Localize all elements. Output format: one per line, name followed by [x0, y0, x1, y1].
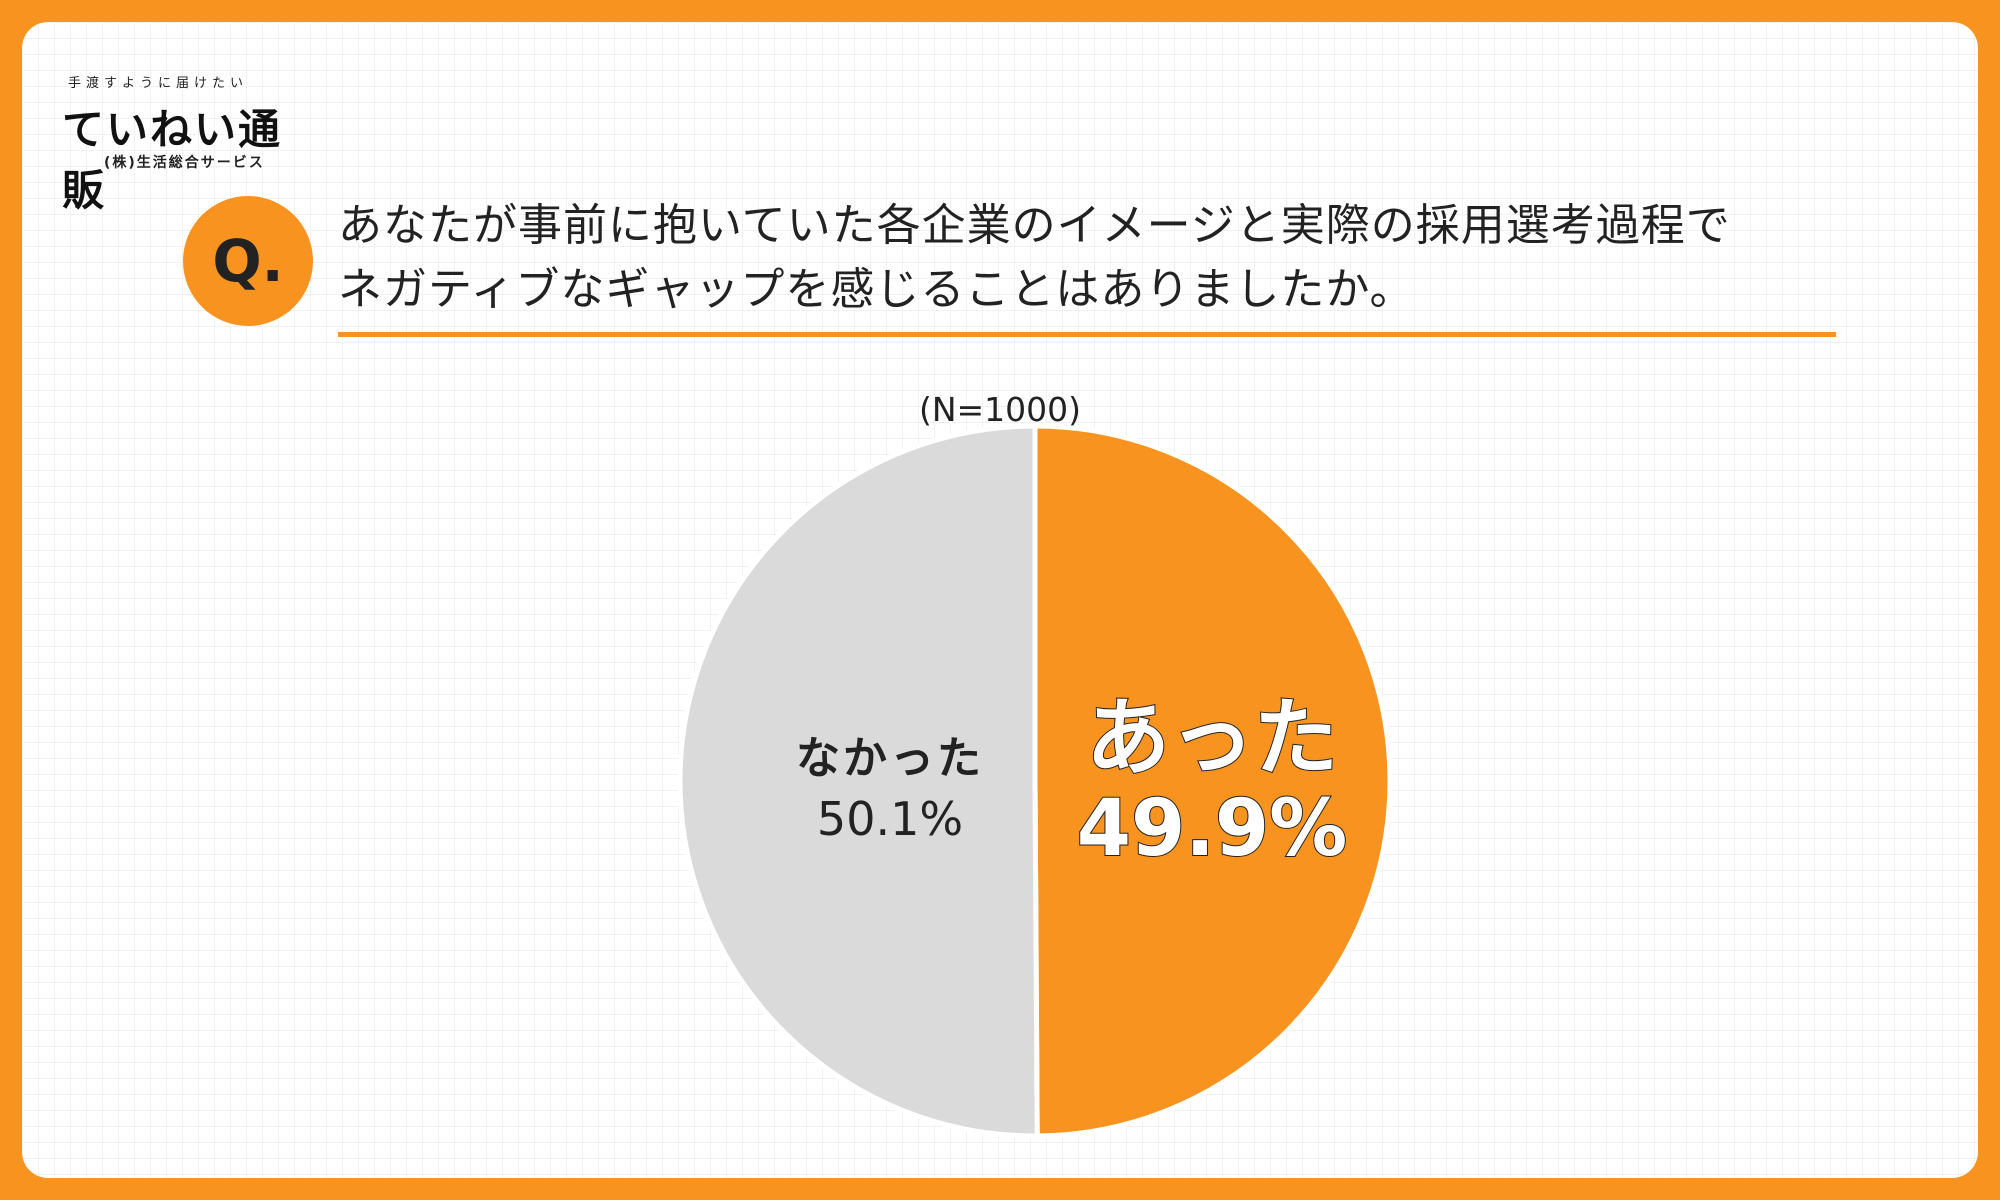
slice-label-nakatta: なかった 50.1%: [740, 722, 1040, 846]
slice-value-atta: 49.9%: [1076, 783, 1349, 875]
slice-value-nakatta: 50.1%: [816, 792, 964, 846]
slice-category-nakatta: なかった: [796, 733, 984, 784]
question-text: あなたが事前に抱いていた各企業のイメージと実際の採用選考過程で ネガティブなギャ…: [338, 194, 1848, 322]
question-underline: [338, 332, 1836, 337]
logo-brand-name: ていねい通販: [62, 105, 283, 215]
logo-tagline: 手渡すように届けたい: [68, 76, 249, 91]
slice-nakatta: [677, 423, 1040, 1139]
slice-atta: [1032, 423, 1393, 1139]
survey-card: 手渡すように届けたい ていねい通販 (株)生活総合サービス Q. あなたが事前に…: [22, 22, 1978, 1178]
slice-label-atta: あった 49.9%: [1047, 689, 1377, 875]
question-line-2: ネガティブなギャップを感じることはありましたか。: [338, 264, 1415, 315]
question-line-1: あなたが事前に抱いていた各企業のイメージと実際の採用選考過程で: [338, 200, 1731, 251]
slice-category-atta: あった: [1085, 689, 1339, 787]
sample-size-label: (N=1000): [918, 390, 1082, 429]
logo-company-name: (株)生活総合サービス: [104, 155, 265, 171]
question-badge: Q.: [183, 196, 313, 326]
pie-chart: [677, 423, 1393, 1139]
brand-logo: 手渡すように届けたい ていねい通販 (株)生活総合サービス: [50, 50, 310, 215]
